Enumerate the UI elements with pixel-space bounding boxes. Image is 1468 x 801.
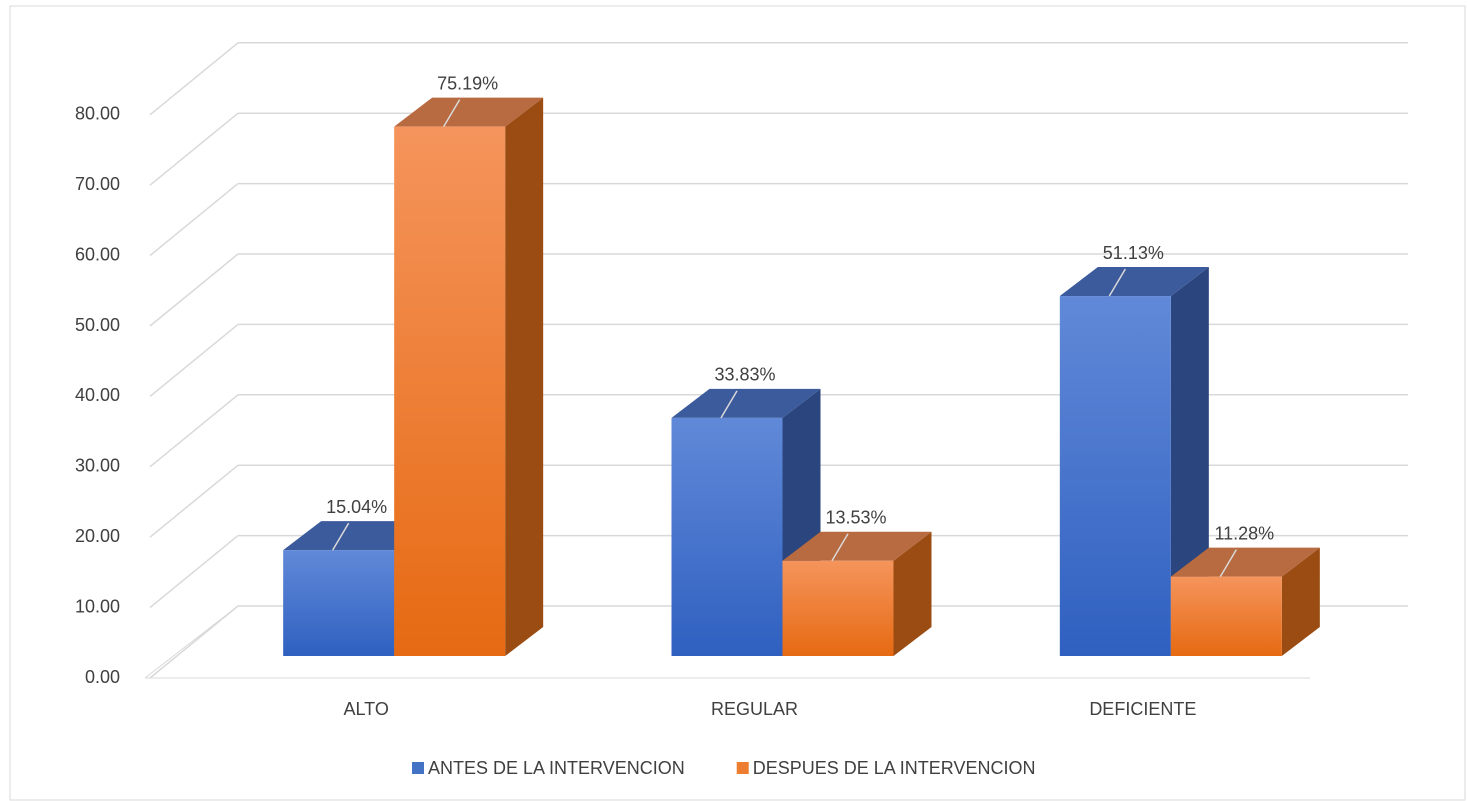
- bar-top: [394, 97, 544, 127]
- bar: [394, 126, 506, 656]
- y-tick-label: 70.00: [75, 174, 120, 194]
- legend-label: ANTES DE LA INTERVENCION: [428, 758, 685, 778]
- y-tick-label: 20.00: [75, 526, 120, 546]
- leader-line: [332, 522, 350, 551]
- y-tick-label: 60.00: [75, 244, 120, 264]
- y-tick-label: 30.00: [75, 456, 120, 476]
- leader-line: [1219, 549, 1237, 577]
- grid-line-side: [149, 253, 239, 327]
- legend-swatch: [412, 762, 424, 774]
- leader-line: [1108, 268, 1126, 297]
- data-label: 51.13%: [1103, 243, 1164, 263]
- grid-line-side: [149, 183, 239, 257]
- grid-line-side: [149, 605, 239, 679]
- bar: [671, 417, 783, 656]
- bar-side: [893, 531, 932, 656]
- bar: [1059, 296, 1171, 656]
- leader-line: [443, 99, 461, 128]
- bar-side: [505, 97, 544, 656]
- y-tick-label: 10.00: [75, 596, 120, 616]
- bar-top: [1170, 547, 1320, 577]
- x-tick-label: ALTO: [343, 699, 388, 719]
- y-tick-label: 80.00: [75, 104, 120, 124]
- legend-swatch: [736, 762, 749, 774]
- data-label: 13.53%: [825, 507, 886, 527]
- grid-line-side: [149, 323, 239, 397]
- bar-side: [1281, 547, 1320, 656]
- x-tick-label: REGULAR: [711, 699, 798, 719]
- y-tick-label: 0.00: [85, 667, 120, 687]
- bar-top: [671, 388, 821, 418]
- y-tick-label: 40.00: [75, 385, 120, 405]
- bar-top: [782, 531, 932, 561]
- grid-line-side: [149, 112, 239, 186]
- bar-top: [1059, 267, 1209, 297]
- data-label: 33.83%: [714, 365, 775, 385]
- bar: [782, 560, 894, 656]
- data-label: 75.19%: [437, 73, 498, 93]
- bar: [1170, 576, 1282, 656]
- x-tick-label: DEFICIENTE: [1089, 699, 1196, 719]
- grid-line-side: [149, 464, 239, 538]
- leader-line: [720, 390, 738, 419]
- data-label: 11.28%: [1214, 523, 1274, 543]
- legend-label: DESPUES DE LA INTERVENCION: [753, 758, 1036, 778]
- bar: [283, 550, 395, 656]
- leader-line: [831, 533, 849, 562]
- grid-line-side: [149, 42, 239, 116]
- grid-line-side: [149, 394, 239, 468]
- y-tick-label: 50.00: [75, 315, 120, 335]
- data-label: 15.04%: [326, 497, 387, 517]
- grid-line-side: [149, 535, 239, 609]
